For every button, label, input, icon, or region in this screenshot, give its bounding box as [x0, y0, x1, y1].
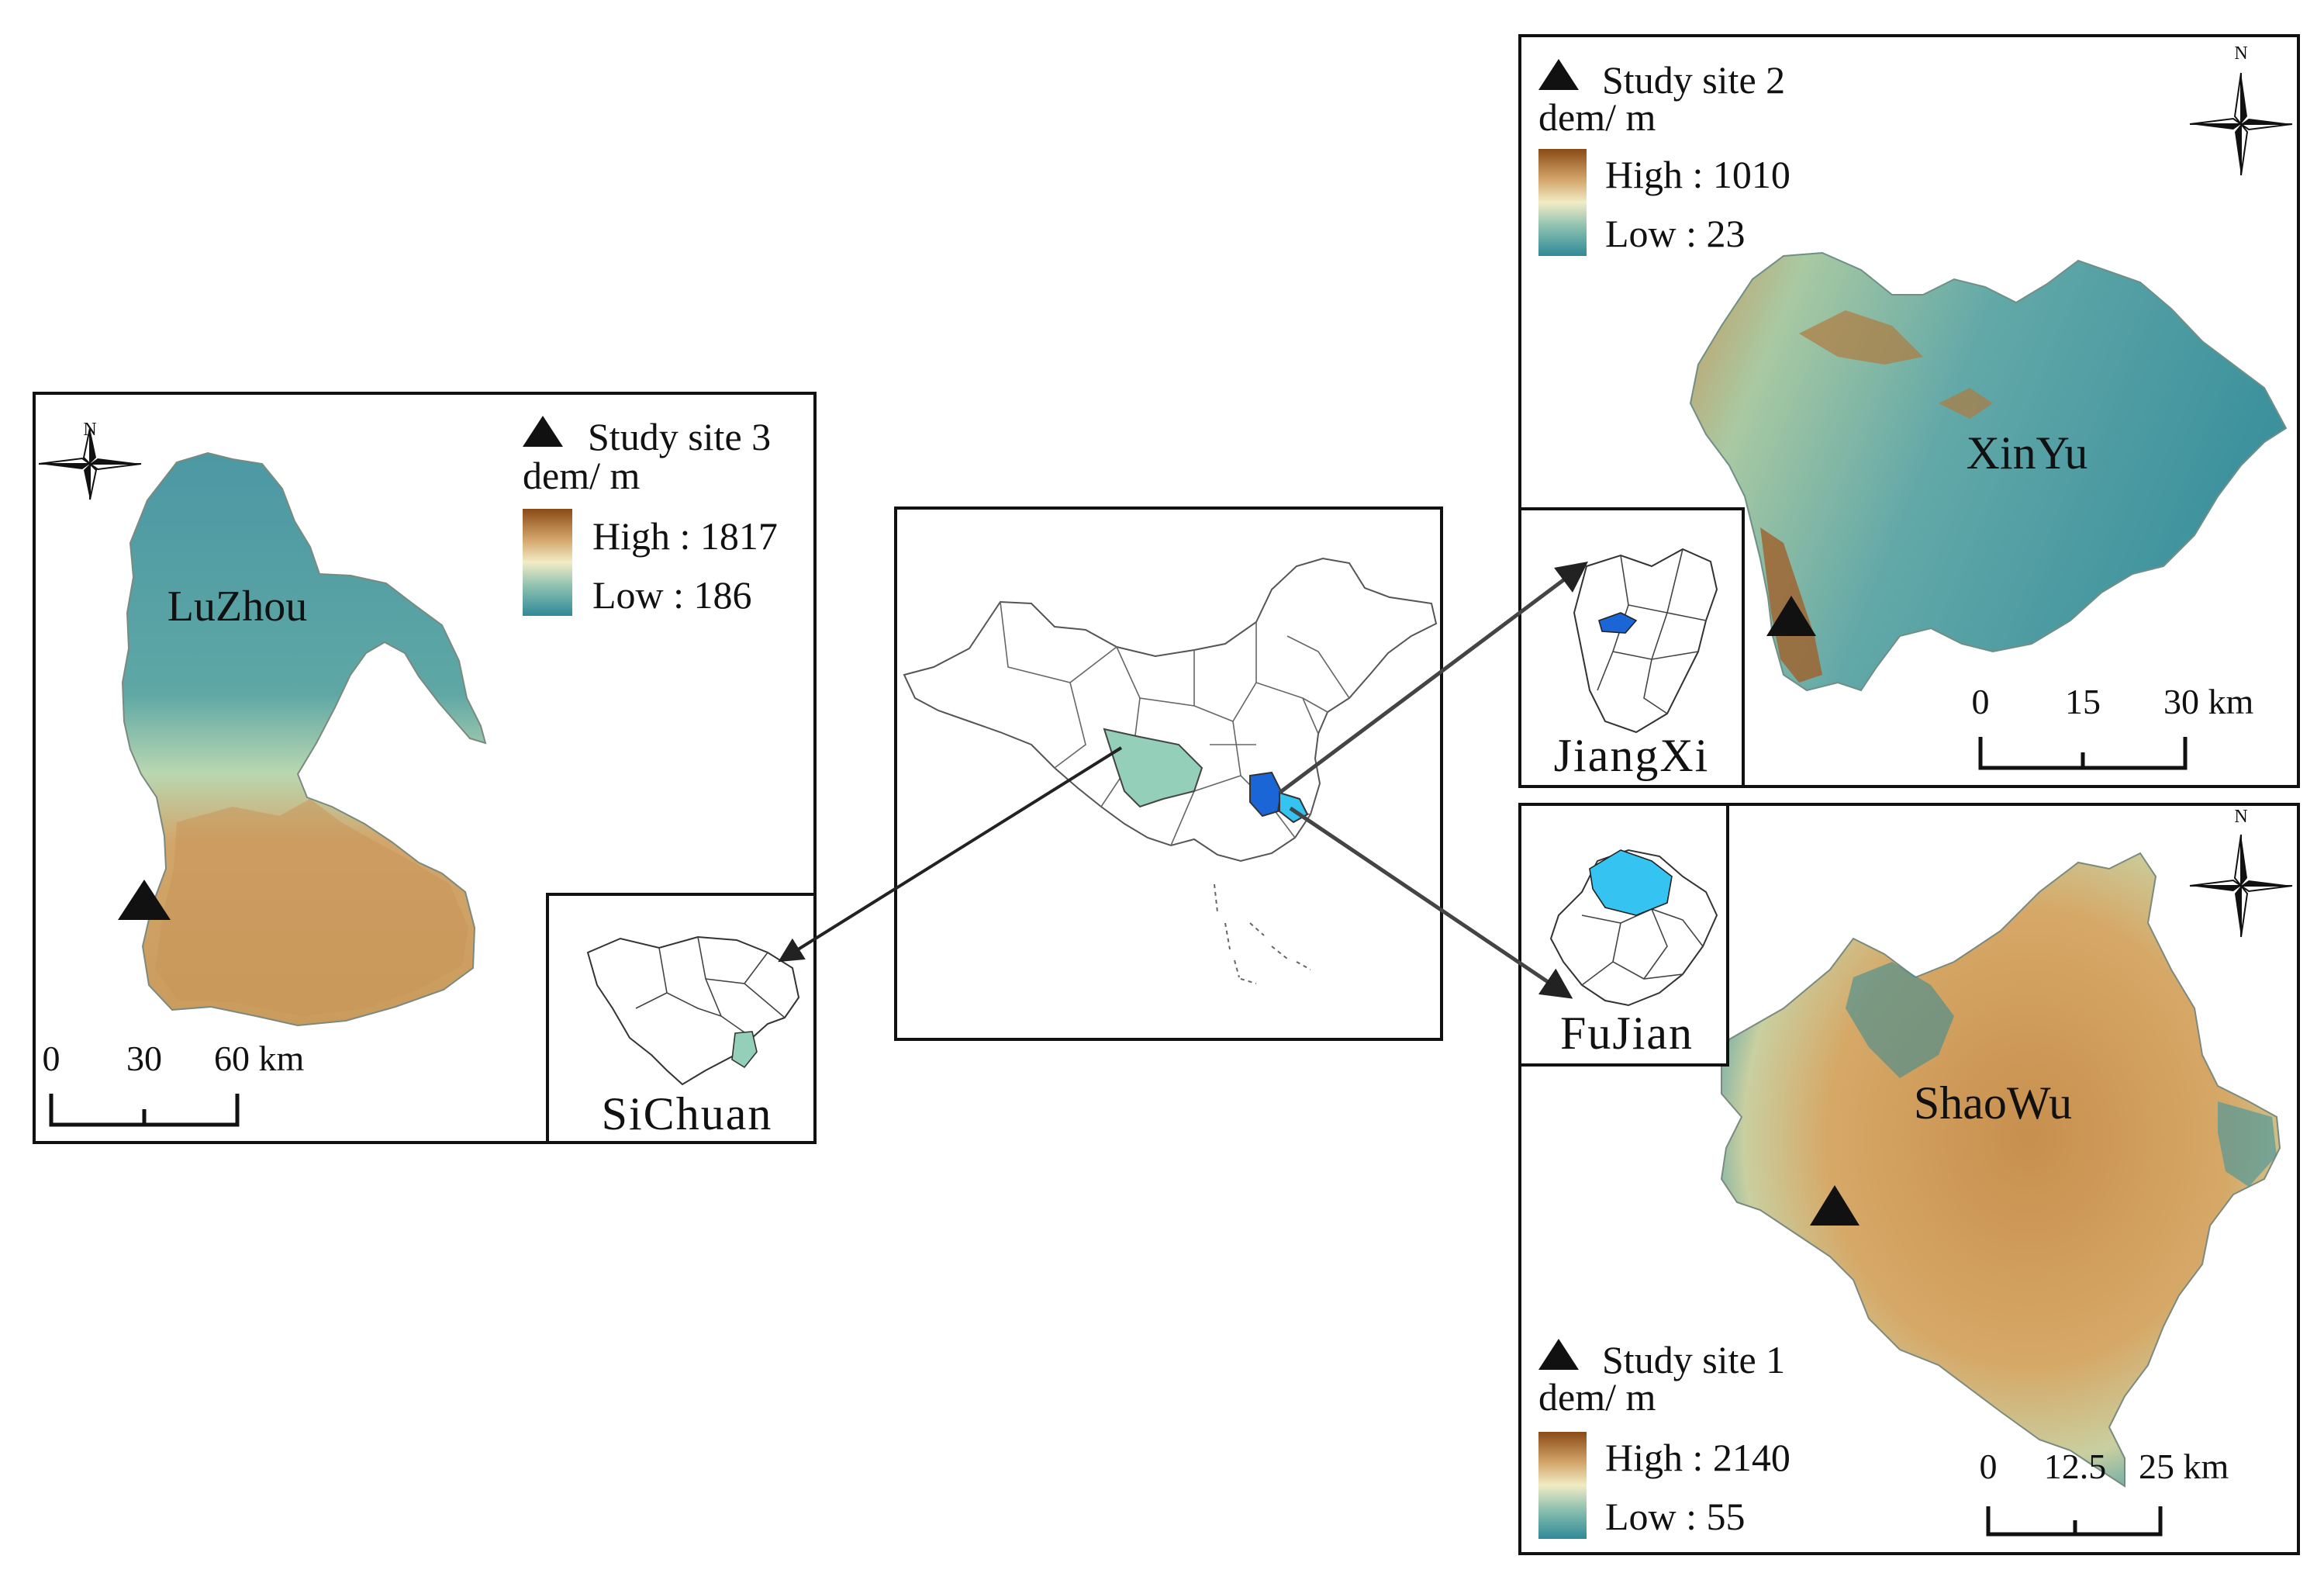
north-label: N: [2234, 807, 2247, 827]
triangle-marker-icon: [1810, 1185, 1860, 1226]
sichuan-highlight: [1103, 728, 1203, 808]
scale-tick-0: 0: [1980, 1447, 1998, 1486]
legend-triangle-icon: [1538, 59, 1579, 90]
scale-tick-0: 0: [1972, 682, 1990, 721]
luzhou-highlight: [731, 1031, 758, 1069]
triangle-marker-icon: [1766, 596, 1816, 636]
scale-tick-2: 30 km: [2163, 682, 2254, 721]
legend-shaowu: Study site 1 dem/ m High : 2140 Low : 55: [1538, 1338, 1790, 1539]
north-arrow-icon: [2189, 72, 2293, 176]
panel-xinyu: Study site 2 dem/ m High : 1010 Low : 23…: [1518, 34, 2300, 788]
scale-bar-xinyu: 0 15 30 km: [1972, 682, 2254, 770]
scale-tick-1: 12.5: [2044, 1447, 2107, 1486]
city-label-luzhou: LuZhou: [167, 583, 307, 631]
legend-color-ramp: [1538, 1432, 1587, 1539]
legend-low: Low : 55: [1605, 1495, 1746, 1538]
inset-sichuan: SiChuan: [546, 893, 817, 1144]
legend-color-ramp: [523, 509, 572, 616]
shaowu-east-lowland: [2218, 1101, 2277, 1187]
scale-bar-shaowu: 0 12.5 25 km: [1980, 1447, 2229, 1537]
north-arrow-icon: [38, 427, 142, 500]
south-china-sea-islands: [1214, 883, 1311, 984]
legend-low: Low : 23: [1605, 212, 1746, 255]
legend-triangle-icon: [523, 416, 563, 447]
panel-shaowu: N ShaoWu Study site 1 dem/ m High : 2140…: [1518, 803, 2300, 1555]
legend-xinyu: Study site 2 dem/ m High : 1010 Low : 23: [1538, 58, 1790, 256]
legend-unit: dem/ m: [1538, 95, 1656, 139]
inset-label: JiangXi: [1554, 730, 1710, 781]
legend-high: High : 2140: [1605, 1436, 1790, 1479]
north-label: N: [2234, 43, 2247, 64]
legend-high: High : 1010: [1605, 153, 1790, 196]
legend-luzhou: Study site 3 dem/ m High : 1817 Low : 18…: [523, 415, 778, 617]
sichuan-province-outline: [586, 935, 800, 1086]
arrow-to-fujian: [1289, 806, 1573, 999]
legend-high: High : 1817: [592, 514, 778, 558]
jiangxi-highlight: [1249, 771, 1283, 818]
legend-low: Low : 186: [592, 573, 752, 617]
xinyu-north-ridges: [1799, 310, 1993, 419]
legend-unit: dem/ m: [1538, 1375, 1656, 1419]
north-arrow-icon: [2189, 834, 2293, 938]
scale-tick-2: 60 km: [214, 1039, 305, 1078]
sichuan-prefecture-borders: [635, 936, 786, 1039]
triangle-marker-icon: [118, 880, 171, 920]
shaowu-highlight: [1589, 849, 1673, 916]
shaowu-northwest-lowland: [1846, 962, 1954, 1078]
luzhou-highland: [155, 799, 468, 1016]
china-outline: [903, 557, 1438, 863]
inset-label: SiChuan: [602, 1088, 773, 1139]
scale-bar-luzhou: 0 30 60 km: [43, 1039, 305, 1127]
legend-title: Study site 1: [1602, 1338, 1785, 1381]
city-label-shaowu: ShaoWu: [1914, 1077, 2072, 1129]
panel-luzhou: N LuZhou Study site 3 dem/ m High : 1817…: [33, 392, 817, 1144]
arrow-to-sichuan: [778, 746, 1123, 963]
legend-title: Study site 3: [588, 415, 771, 458]
legend-title: Study site 2: [1602, 58, 1785, 102]
scale-tick-2: 25 km: [2139, 1447, 2229, 1486]
xinyu-highlight: [1598, 612, 1638, 634]
scale-tick-0: 0: [43, 1039, 60, 1078]
city-label-xinyu: XinYu: [1967, 427, 2088, 479]
north-label: N: [83, 420, 96, 440]
scale-tick-1: 15: [2065, 682, 2101, 721]
legend-color-ramp: [1538, 149, 1587, 256]
panel-china: [894, 506, 1443, 1041]
legend-unit: dem/ m: [523, 454, 640, 497]
inset-jiangxi: JiangXi: [1518, 507, 1745, 788]
inset-fujian: FuJian: [1518, 803, 1729, 1067]
xinyu-dem-map: [1689, 251, 2288, 692]
inset-label: FuJian: [1560, 1008, 1694, 1059]
jiangxi-province-outline: [1573, 548, 1718, 734]
legend-triangle-icon: [1538, 1339, 1579, 1370]
arrow-to-jiangxi: [1278, 562, 1589, 795]
jiangxi-prefecture-borders: [1597, 548, 1707, 714]
scale-tick-1: 30: [126, 1039, 162, 1078]
connector-arrows: [778, 562, 1589, 999]
